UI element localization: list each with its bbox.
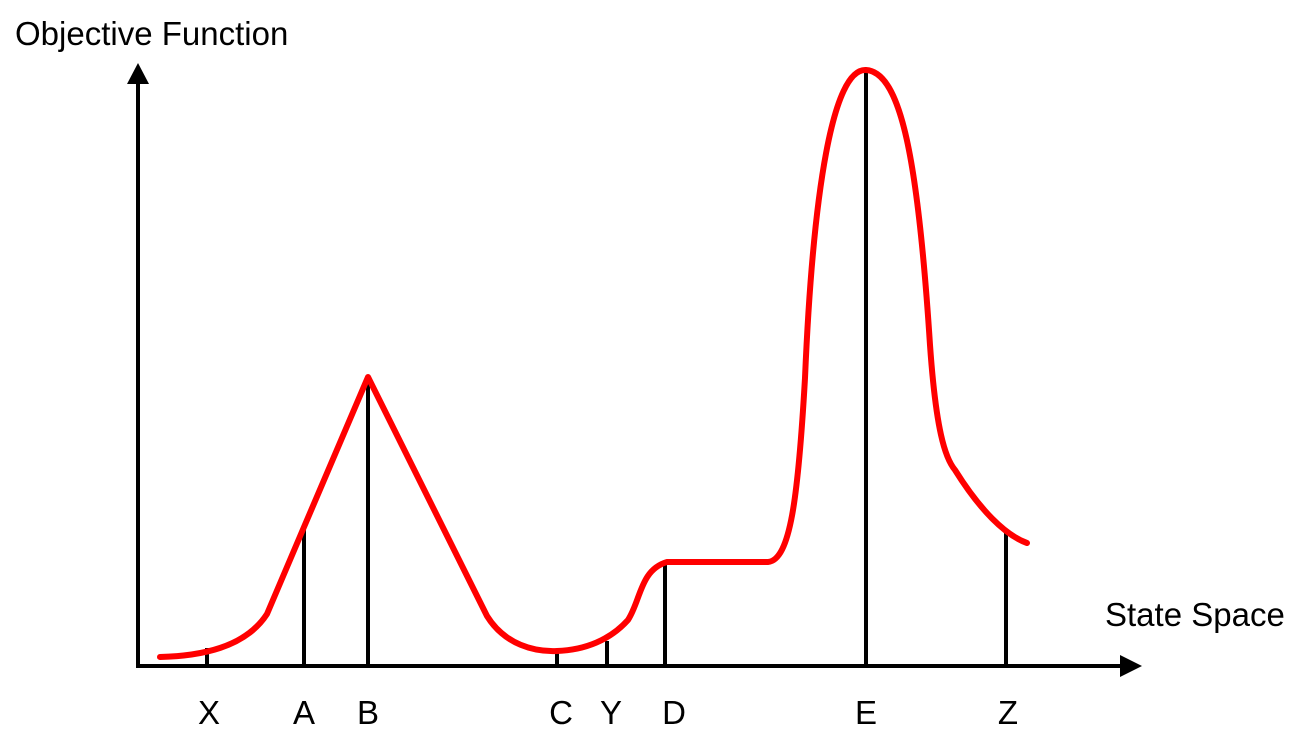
label-a: A [293, 694, 315, 731]
y-axis-arrowhead [127, 63, 149, 84]
label-x: X [198, 694, 220, 731]
label-d: D [662, 694, 686, 731]
label-e: E [855, 694, 877, 731]
x-axis-arrowhead [1120, 655, 1142, 677]
x-axis-title: State Space [1105, 596, 1285, 633]
objective-function-curve [157, 66, 1030, 660]
y-axis-title: Objective Function [15, 15, 288, 52]
label-y: Y [600, 694, 622, 731]
label-c: C [549, 694, 573, 731]
label-z: Z [998, 694, 1018, 731]
label-b: B [357, 694, 379, 731]
point-markers [205, 70, 1008, 666]
point-labels: X A B C Y D E Z [198, 694, 1018, 731]
